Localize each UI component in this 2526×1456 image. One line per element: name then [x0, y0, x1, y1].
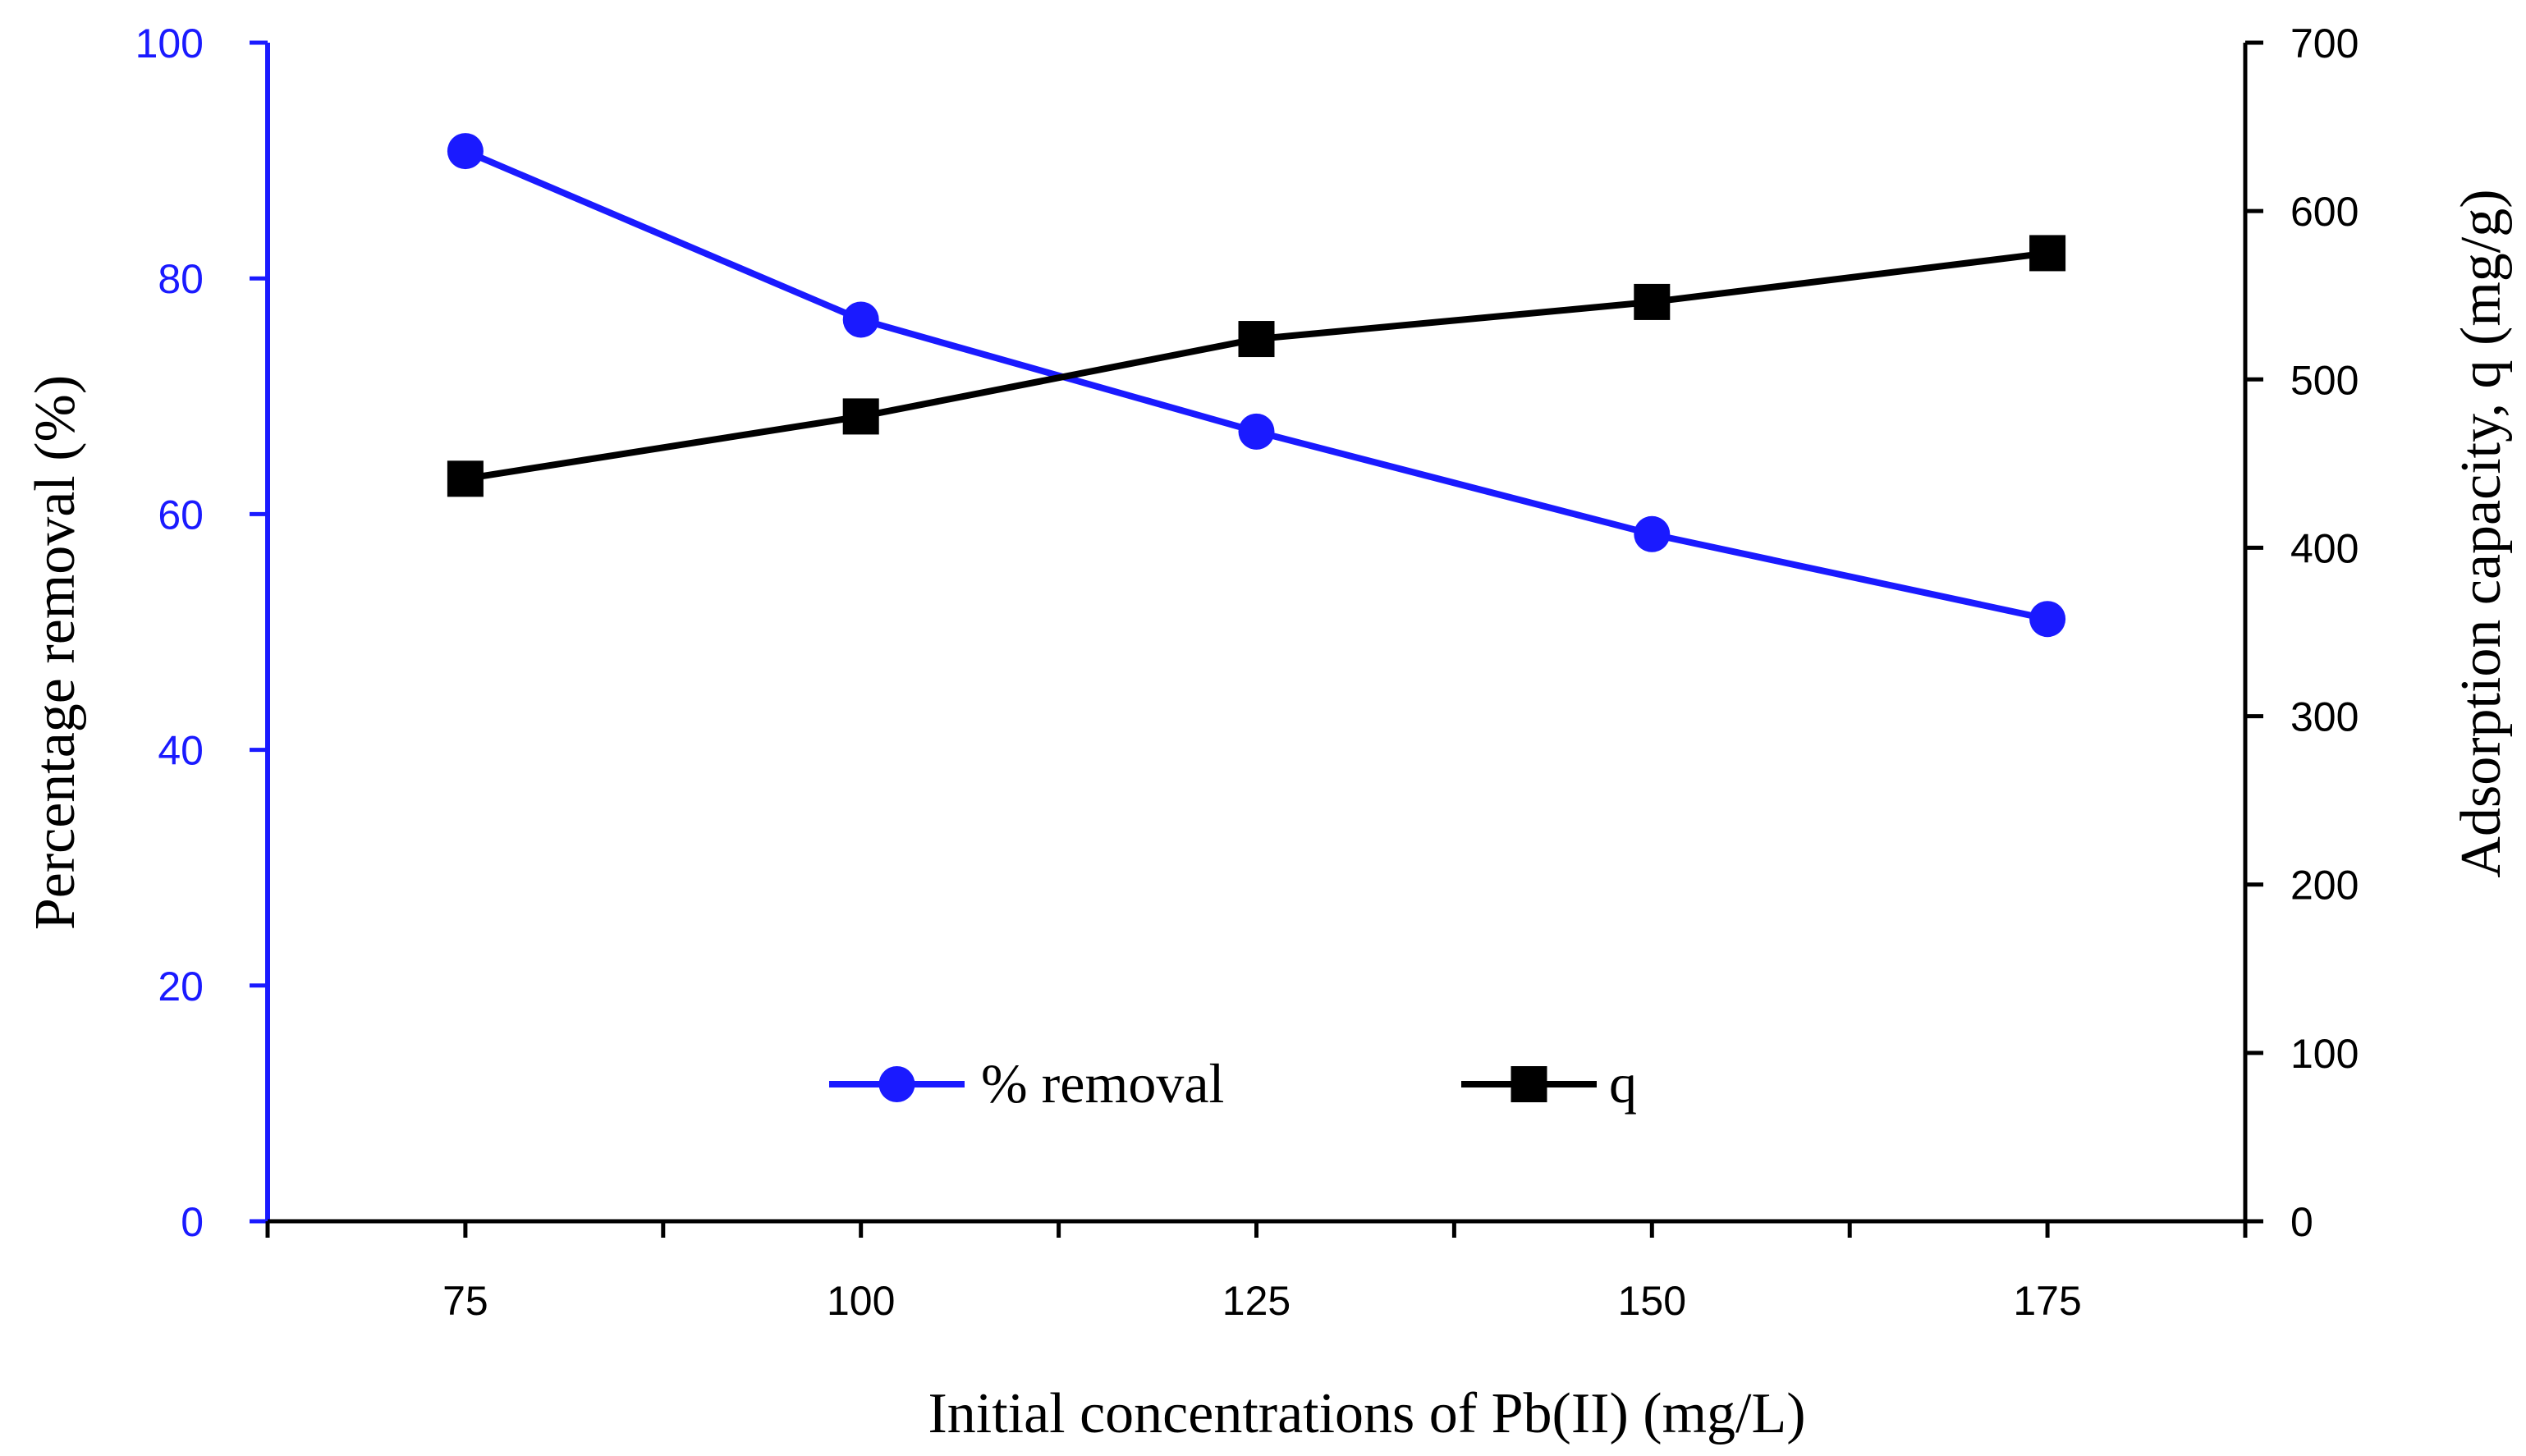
data-point-q: [842, 398, 879, 435]
left-y-tick-label: 60: [158, 492, 204, 538]
data-point-removal: [2029, 601, 2066, 638]
data-point-removal: [1634, 515, 1671, 552]
series-line-removal: [464, 148, 2048, 623]
series-layer: [447, 133, 2066, 638]
data-point-q: [447, 460, 484, 497]
right-y-tick-label: 500: [2290, 357, 2359, 403]
left-y-tick-label: 20: [158, 964, 204, 1010]
left-y-axis-title: Percentage removal (%): [24, 375, 87, 930]
legend-marker-removal: [878, 1066, 915, 1102]
x-tick-label: 175: [2013, 1278, 2081, 1324]
data-point-removal: [1238, 413, 1275, 450]
left-y-tick-label: 0: [181, 1199, 204, 1245]
left-y-tick-label: 100: [135, 21, 204, 66]
left-y-tick-label: 40: [158, 728, 204, 774]
right-y-tick-label: 400: [2290, 525, 2359, 571]
data-point-q: [1238, 321, 1275, 358]
data-point-removal: [447, 133, 484, 170]
legend-label-removal: % removal: [981, 1052, 1224, 1115]
data-point-q: [1634, 283, 1671, 320]
data-point-removal: [842, 301, 879, 338]
legend: % removal q: [829, 1052, 1637, 1115]
right-y-tick-label: 100: [2290, 1031, 2359, 1077]
right-y-tick-label: 200: [2290, 863, 2359, 909]
x-axis-title: Initial concentrations of Pb(II) (mg/L): [928, 1382, 1805, 1445]
right-y-tick-label: 0: [2290, 1199, 2313, 1245]
axes: 0 20 40 60 80 100 0 100 200 300 400 500 600 700 75 100 1…: [135, 21, 2359, 1324]
legend-marker-q: [1511, 1066, 1547, 1102]
right-y-tick-label: 300: [2290, 694, 2359, 740]
x-tick-label: 150: [1618, 1278, 1686, 1324]
x-tick-label: 125: [1222, 1278, 1291, 1324]
legend-label-q: q: [1609, 1052, 1637, 1115]
x-tick-label: 100: [827, 1278, 895, 1324]
data-point-q: [2029, 235, 2066, 272]
right-y-tick-label: 600: [2290, 189, 2359, 235]
right-y-axis-title: Adsorption capacity, q (mg/g): [2450, 189, 2513, 877]
left-y-tick-label: 80: [158, 256, 204, 302]
right-y-tick-label: 700: [2290, 21, 2359, 66]
x-tick-label: 75: [442, 1278, 488, 1324]
